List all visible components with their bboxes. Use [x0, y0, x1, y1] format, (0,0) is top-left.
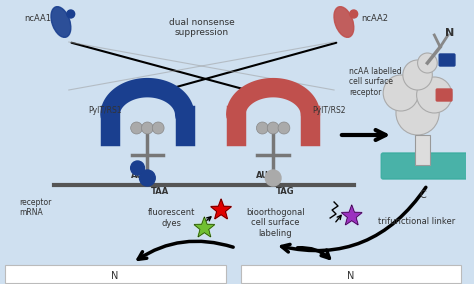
Text: receptor
mRNA: receptor mRNA	[19, 198, 52, 217]
Circle shape	[152, 122, 164, 134]
Ellipse shape	[334, 7, 354, 37]
Text: PylT/RS1: PylT/RS1	[89, 105, 122, 114]
Polygon shape	[194, 217, 215, 237]
Circle shape	[131, 161, 145, 175]
Circle shape	[396, 91, 439, 135]
Circle shape	[350, 10, 358, 18]
Text: AUC: AUC	[256, 171, 275, 180]
Circle shape	[67, 10, 75, 18]
Circle shape	[418, 53, 437, 73]
Polygon shape	[211, 199, 231, 219]
FancyBboxPatch shape	[439, 54, 455, 66]
Circle shape	[278, 122, 290, 134]
Circle shape	[403, 60, 432, 90]
Circle shape	[265, 170, 281, 186]
Circle shape	[417, 77, 452, 113]
Text: fluorescent
dyes: fluorescent dyes	[148, 208, 196, 228]
Text: ncAA1: ncAA1	[25, 14, 52, 22]
Bar	[415, 135, 430, 165]
Text: ncAA labelled
cell surface
receptor: ncAA labelled cell surface receptor	[349, 67, 401, 97]
Circle shape	[383, 75, 419, 111]
Text: N: N	[347, 271, 355, 281]
Circle shape	[131, 122, 143, 134]
Circle shape	[267, 122, 279, 134]
Text: N: N	[111, 271, 118, 281]
Circle shape	[141, 122, 153, 134]
FancyBboxPatch shape	[436, 89, 452, 101]
Text: ncAA2: ncAA2	[362, 14, 389, 22]
Text: AUU: AUU	[131, 171, 150, 180]
FancyBboxPatch shape	[381, 153, 468, 179]
Ellipse shape	[51, 7, 71, 37]
Bar	[241, 265, 461, 283]
Text: trifunctional linker: trifunctional linker	[378, 218, 456, 227]
Polygon shape	[341, 205, 362, 225]
Text: PylT/RS2: PylT/RS2	[312, 105, 346, 114]
Text: C: C	[419, 190, 426, 200]
Circle shape	[139, 170, 155, 186]
Text: TAG: TAG	[275, 187, 294, 196]
Text: N: N	[446, 28, 455, 38]
Circle shape	[256, 122, 268, 134]
Text: bioorthogonal
cell surface
labeling: bioorthogonal cell surface labeling	[246, 208, 304, 238]
Text: dual nonsense
suppression: dual nonsense suppression	[169, 18, 234, 37]
Text: TAA: TAA	[151, 187, 169, 196]
Bar	[5, 265, 226, 283]
